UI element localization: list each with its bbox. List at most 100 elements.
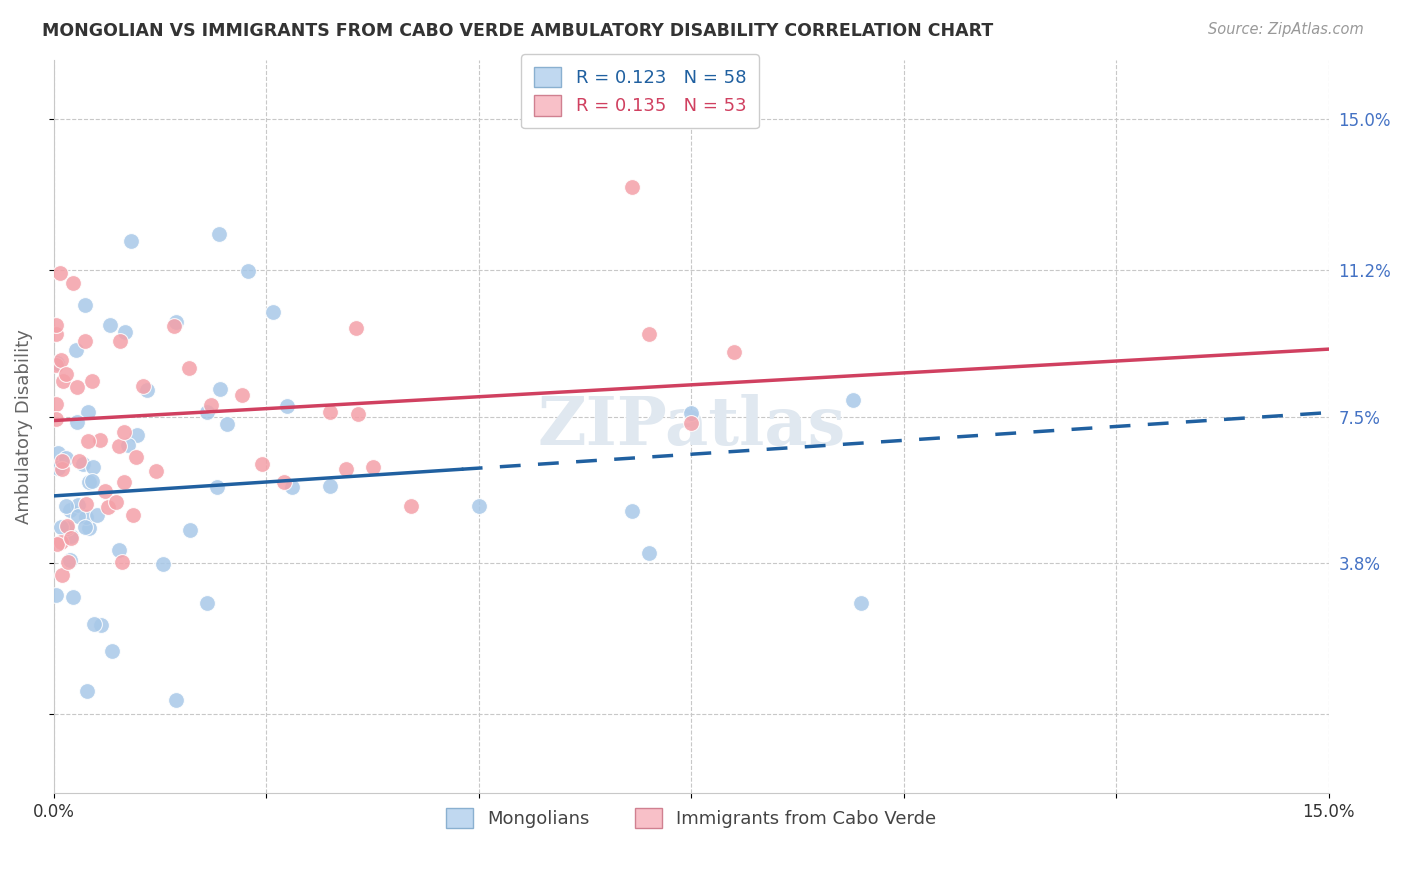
Point	[51, 568, 73, 582]
Point	[110, 555, 132, 569]
Point	[319, 479, 342, 493]
Point	[195, 404, 218, 418]
Point	[849, 596, 872, 610]
Point	[56, 518, 79, 533]
Point	[361, 460, 384, 475]
Point	[108, 334, 131, 348]
Point	[841, 393, 863, 408]
Point	[75, 497, 97, 511]
Point	[238, 264, 260, 278]
Point	[51, 535, 73, 549]
Point	[79, 475, 101, 490]
Point	[97, 500, 120, 514]
Point	[107, 439, 129, 453]
Point	[276, 399, 298, 413]
Point	[108, 542, 131, 557]
Point	[231, 388, 253, 402]
Point	[62, 590, 84, 604]
Point	[217, 417, 239, 431]
Point	[46, 460, 69, 475]
Point	[55, 451, 77, 466]
Point	[76, 684, 98, 698]
Point	[114, 325, 136, 339]
Point	[165, 315, 187, 329]
Point	[59, 553, 82, 567]
Point	[51, 462, 73, 476]
Point	[72, 457, 94, 471]
Point	[86, 508, 108, 522]
Point	[73, 520, 96, 534]
Point	[135, 384, 157, 398]
Point	[52, 374, 75, 388]
Point	[82, 459, 104, 474]
Point	[80, 475, 103, 489]
Point	[467, 499, 489, 513]
Point	[335, 461, 357, 475]
Point	[344, 321, 367, 335]
Text: Source: ZipAtlas.com: Source: ZipAtlas.com	[1208, 22, 1364, 37]
Point	[637, 546, 659, 560]
Point	[250, 457, 273, 471]
Point	[273, 475, 295, 490]
Point	[59, 502, 82, 516]
Point	[49, 266, 72, 280]
Point	[45, 318, 67, 332]
Point	[62, 277, 84, 291]
Point	[75, 334, 97, 348]
Point	[620, 179, 643, 194]
Point	[195, 595, 218, 609]
Point	[56, 555, 79, 569]
Point	[67, 498, 90, 512]
Point	[281, 479, 304, 493]
Point	[56, 521, 79, 535]
Point	[45, 358, 67, 372]
Point	[90, 618, 112, 632]
Y-axis label: Ambulatory Disability: Ambulatory Disability	[15, 329, 32, 524]
Point	[46, 446, 69, 460]
Point	[80, 374, 103, 388]
Point	[205, 480, 228, 494]
Point	[112, 425, 135, 439]
Point	[93, 484, 115, 499]
Point	[55, 499, 77, 513]
Point	[45, 412, 67, 426]
Point	[723, 344, 745, 359]
Point	[262, 304, 284, 318]
Point	[76, 434, 98, 448]
Point	[101, 644, 124, 658]
Point	[75, 510, 97, 524]
Point	[77, 521, 100, 535]
Point	[45, 326, 67, 341]
Point	[152, 557, 174, 571]
Point	[89, 433, 111, 447]
Text: ZIPatlas: ZIPatlas	[537, 394, 845, 459]
Point	[145, 464, 167, 478]
Point	[681, 406, 703, 420]
Point	[347, 407, 370, 421]
Point	[105, 495, 128, 509]
Point	[122, 508, 145, 522]
Point	[77, 405, 100, 419]
Point	[59, 532, 82, 546]
Point	[45, 397, 67, 411]
Point	[620, 503, 643, 517]
Point	[66, 508, 89, 523]
Point	[46, 356, 69, 370]
Point	[165, 692, 187, 706]
Point	[49, 353, 72, 368]
Point	[120, 234, 142, 248]
Point	[399, 499, 422, 513]
Point	[66, 415, 89, 429]
Point	[51, 454, 73, 468]
Point	[66, 379, 89, 393]
Legend: Mongolians, Immigrants from Cabo Verde: Mongolians, Immigrants from Cabo Verde	[439, 800, 943, 836]
Point	[65, 343, 87, 358]
Point	[60, 529, 83, 543]
Point	[112, 475, 135, 489]
Point	[45, 537, 67, 551]
Text: MONGOLIAN VS IMMIGRANTS FROM CABO VERDE AMBULATORY DISABILITY CORRELATION CHART: MONGOLIAN VS IMMIGRANTS FROM CABO VERDE …	[42, 22, 994, 40]
Point	[179, 523, 201, 537]
Point	[681, 416, 703, 430]
Point	[208, 382, 231, 396]
Point	[49, 520, 72, 534]
